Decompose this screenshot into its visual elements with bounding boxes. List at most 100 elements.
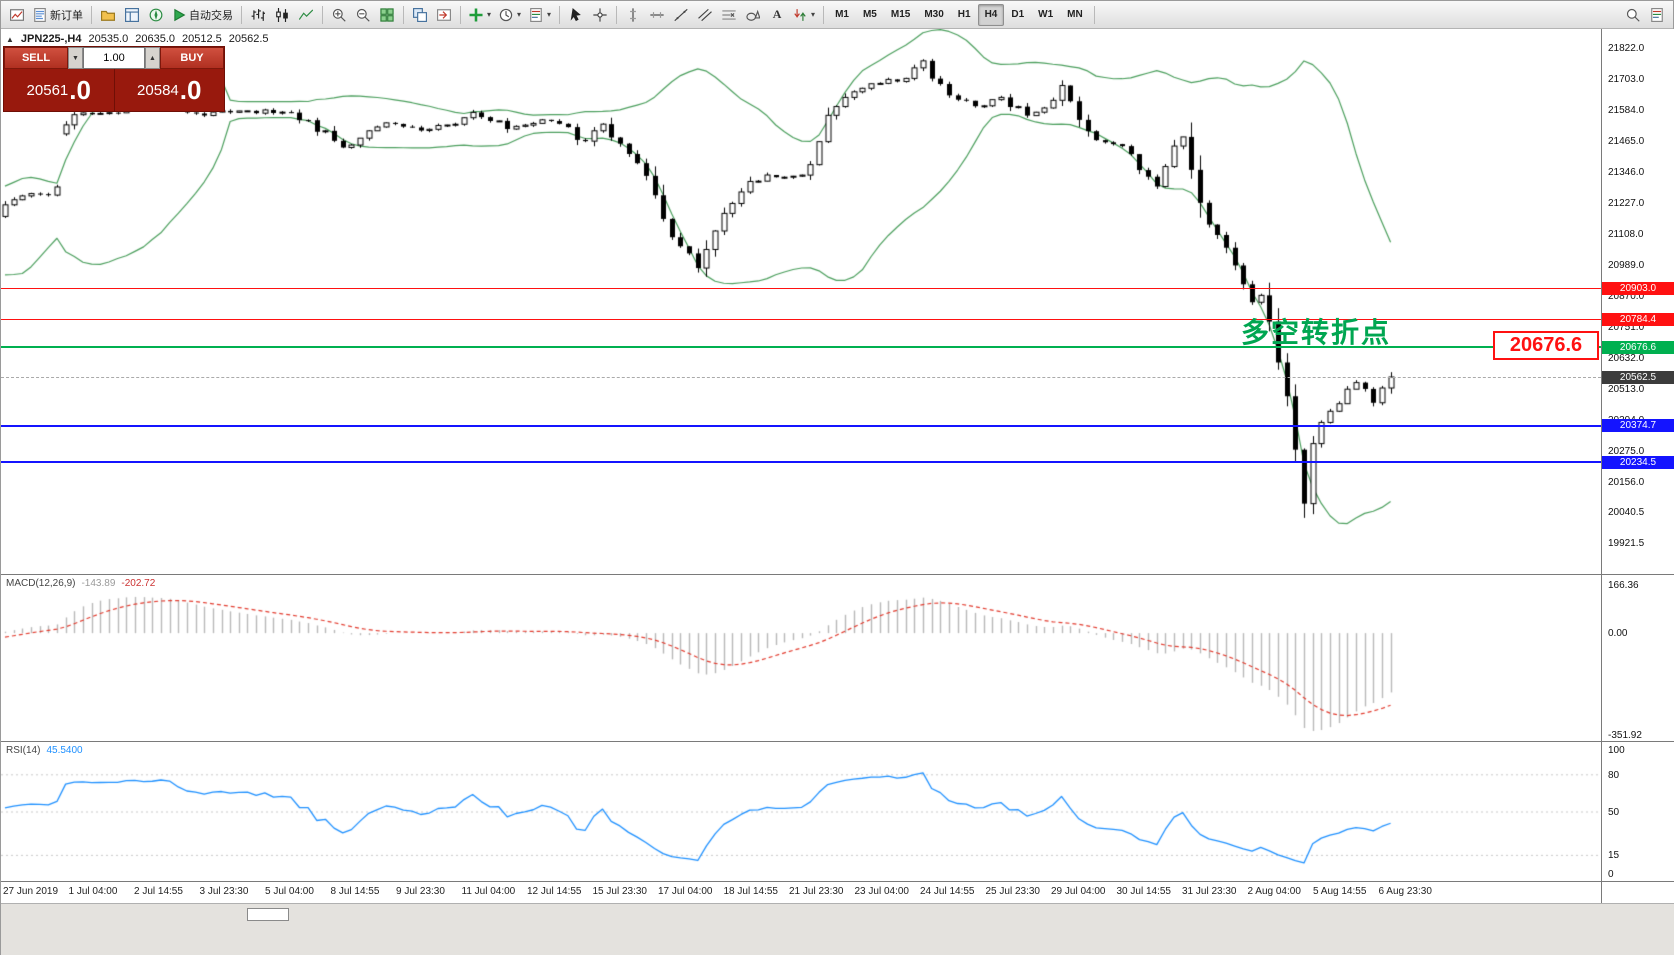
- timeframe-m5[interactable]: M5: [862, 9, 877, 20]
- timeframe-d1[interactable]: D1: [1011, 9, 1025, 20]
- buy-price-main: 20584: [137, 81, 179, 99]
- support-line-1[interactable]: [1, 424, 1601, 427]
- toolbar-separator: [823, 5, 825, 24]
- resistance-line-2[interactable]: [1, 318, 1601, 320]
- pivot-line[interactable]: [1, 346, 1601, 349]
- periods-button[interactable]: ▾: [495, 4, 525, 26]
- arrows-button[interactable]: ▾: [789, 4, 819, 26]
- chevron-down-icon: ▾: [517, 10, 522, 19]
- timeframe-m30[interactable]: M30: [924, 9, 944, 20]
- shapes-button[interactable]: [741, 4, 765, 26]
- profiles-button[interactable]: [96, 4, 120, 26]
- macd-signal-value: -202.72: [121, 578, 156, 589]
- timeframe-h4[interactable]: H4: [977, 3, 1005, 26]
- rsi-axis-label: 0: [1608, 869, 1614, 880]
- fibonacci-button[interactable]: [717, 4, 741, 26]
- search-button[interactable]: [1621, 4, 1645, 26]
- price-axis-label: 21108.0: [1608, 228, 1644, 240]
- price-tag-20562.5: 20562.5: [1602, 370, 1674, 384]
- symbol-info-bar: ▲ JPN225-,H4 20535.0 20635.0 20512.5 205…: [6, 33, 269, 45]
- volume-input[interactable]: [83, 47, 145, 69]
- resistance-line-1[interactable]: [1, 287, 1601, 289]
- new-chart-button[interactable]: [5, 4, 29, 26]
- new-order-button[interactable]: 新订单: [29, 4, 87, 26]
- toolbar-separator: [460, 5, 461, 24]
- toolbar-separator: [241, 5, 242, 24]
- price-axis-label: 21346.0: [1608, 166, 1645, 178]
- timeframe-m1[interactable]: M1: [835, 9, 849, 20]
- chart-shift-button[interactable]: [432, 4, 456, 26]
- time-axis-label: 5 Jul 04:00: [265, 886, 314, 897]
- timeframe-w1[interactable]: W1: [1038, 9, 1054, 20]
- quick-nav-box[interactable]: [247, 908, 289, 921]
- cursor-button[interactable]: [564, 4, 588, 26]
- time-axis[interactable]: 27 Jun 2019 1 Jul 04:00 2 Jul 14:55 3 Jul 2…: [1, 881, 1674, 903]
- time-axis-label: 11 Jul 04:00: [461, 886, 516, 897]
- bottom-strip: [1, 903, 1674, 955]
- trendline-button[interactable]: [669, 4, 693, 26]
- indicators-button[interactable]: ▾: [465, 4, 495, 26]
- price-axis-label: 20513.0: [1608, 383, 1645, 395]
- rsi-axis-label: 15: [1608, 850, 1620, 862]
- price-chart-canvas[interactable]: [1, 29, 1601, 574]
- one-click-collapse-icon[interactable]: ▲: [6, 34, 14, 44]
- quotes-button[interactable]: [1645, 4, 1669, 26]
- zoom-out-button[interactable]: [351, 4, 375, 26]
- time-axis-label: 25 Jul 23:30: [985, 886, 1041, 897]
- time-axis-label: 17 Jul 04:00: [658, 886, 713, 897]
- price-axis-label: 20156.0: [1608, 476, 1645, 488]
- price-callout[interactable]: 20676.6: [1493, 331, 1599, 361]
- volume-increase-button[interactable]: ▲: [145, 47, 160, 69]
- time-axis-label: 21 Jul 23:30: [789, 886, 844, 897]
- rsi-canvas[interactable]: [1, 742, 1601, 881]
- market-watch-button[interactable]: [120, 4, 144, 26]
- rsi-value: 45.5400: [46, 745, 83, 756]
- price-axis-label: 20751.0: [1608, 321, 1645, 333]
- text-button[interactable]: A: [765, 4, 789, 26]
- price-axis-label: 21465.0: [1608, 135, 1645, 147]
- ohlc-open: 20535.0: [88, 33, 129, 45]
- tile-windows-button[interactable]: [375, 4, 399, 26]
- macd-canvas[interactable]: [1, 575, 1601, 741]
- pivot-annotation[interactable]: 多空转折点: [1240, 317, 1391, 349]
- chart-line-button[interactable]: [294, 4, 318, 26]
- price-axis-label: 20870.0: [1608, 290, 1645, 302]
- navigator-button[interactable]: [144, 4, 168, 26]
- macd-pane: MACD(12,26,9) -143.89 -202.72 166.36 0.00…: [1, 574, 1674, 741]
- sell-button[interactable]: SELL: [4, 47, 68, 69]
- rsi-label: RSI(14) 45.5400: [6, 745, 83, 756]
- buy-button[interactable]: BUY: [160, 47, 224, 69]
- timeframe-mn[interactable]: MN: [1067, 9, 1083, 20]
- chart-window: ▲ JPN225-,H4 20535.0 20635.0 20512.5 205…: [1, 29, 1674, 955]
- zoom-in-button[interactable]: [327, 4, 351, 26]
- support-line-2[interactable]: [1, 461, 1601, 464]
- toolbar-separator: [1093, 5, 1095, 24]
- auto-arrange-button[interactable]: [408, 4, 432, 26]
- time-axis-label: 23 Jul 04:00: [854, 886, 910, 897]
- autotrading-button[interactable]: 自动交易: [168, 4, 237, 26]
- timeframe-h1[interactable]: H1: [957, 9, 971, 20]
- axis-separator: [1601, 29, 1602, 903]
- time-axis-label: 2 Aug 04:00: [1247, 886, 1301, 897]
- volume-decrease-button[interactable]: ▼: [68, 47, 83, 69]
- channel-button[interactable]: [693, 4, 717, 26]
- timeframe-m15[interactable]: M15: [890, 9, 911, 20]
- time-axis-label: 6 Aug 23:30: [1378, 886, 1432, 897]
- price-axis-label: 20989.0: [1608, 259, 1645, 271]
- price-axis-label: 21584.0: [1608, 104, 1645, 116]
- vertical-line-button[interactable]: [621, 4, 645, 26]
- time-axis-label: 18 Jul 14:55: [723, 886, 779, 897]
- time-axis-label: 3 Jul 23:30: [199, 886, 249, 897]
- chart-candles-button[interactable]: [270, 4, 294, 26]
- sell-price-main: 20561: [26, 81, 69, 99]
- horizontal-line-button[interactable]: [645, 4, 669, 26]
- chevron-down-icon: ▾: [487, 10, 492, 19]
- price-axis-label: 20275.0: [1608, 445, 1645, 457]
- symbol-period-label: JPN225-,H4: [20, 33, 82, 45]
- chart-bars-button[interactable]: [246, 4, 270, 26]
- time-axis-label: 2 Jul 14:55: [134, 886, 183, 897]
- crosshair-button[interactable]: [588, 4, 612, 26]
- macd-label: MACD(12,26,9) -143.89 -202.72: [6, 578, 155, 589]
- templates-button[interactable]: ▾: [525, 4, 555, 26]
